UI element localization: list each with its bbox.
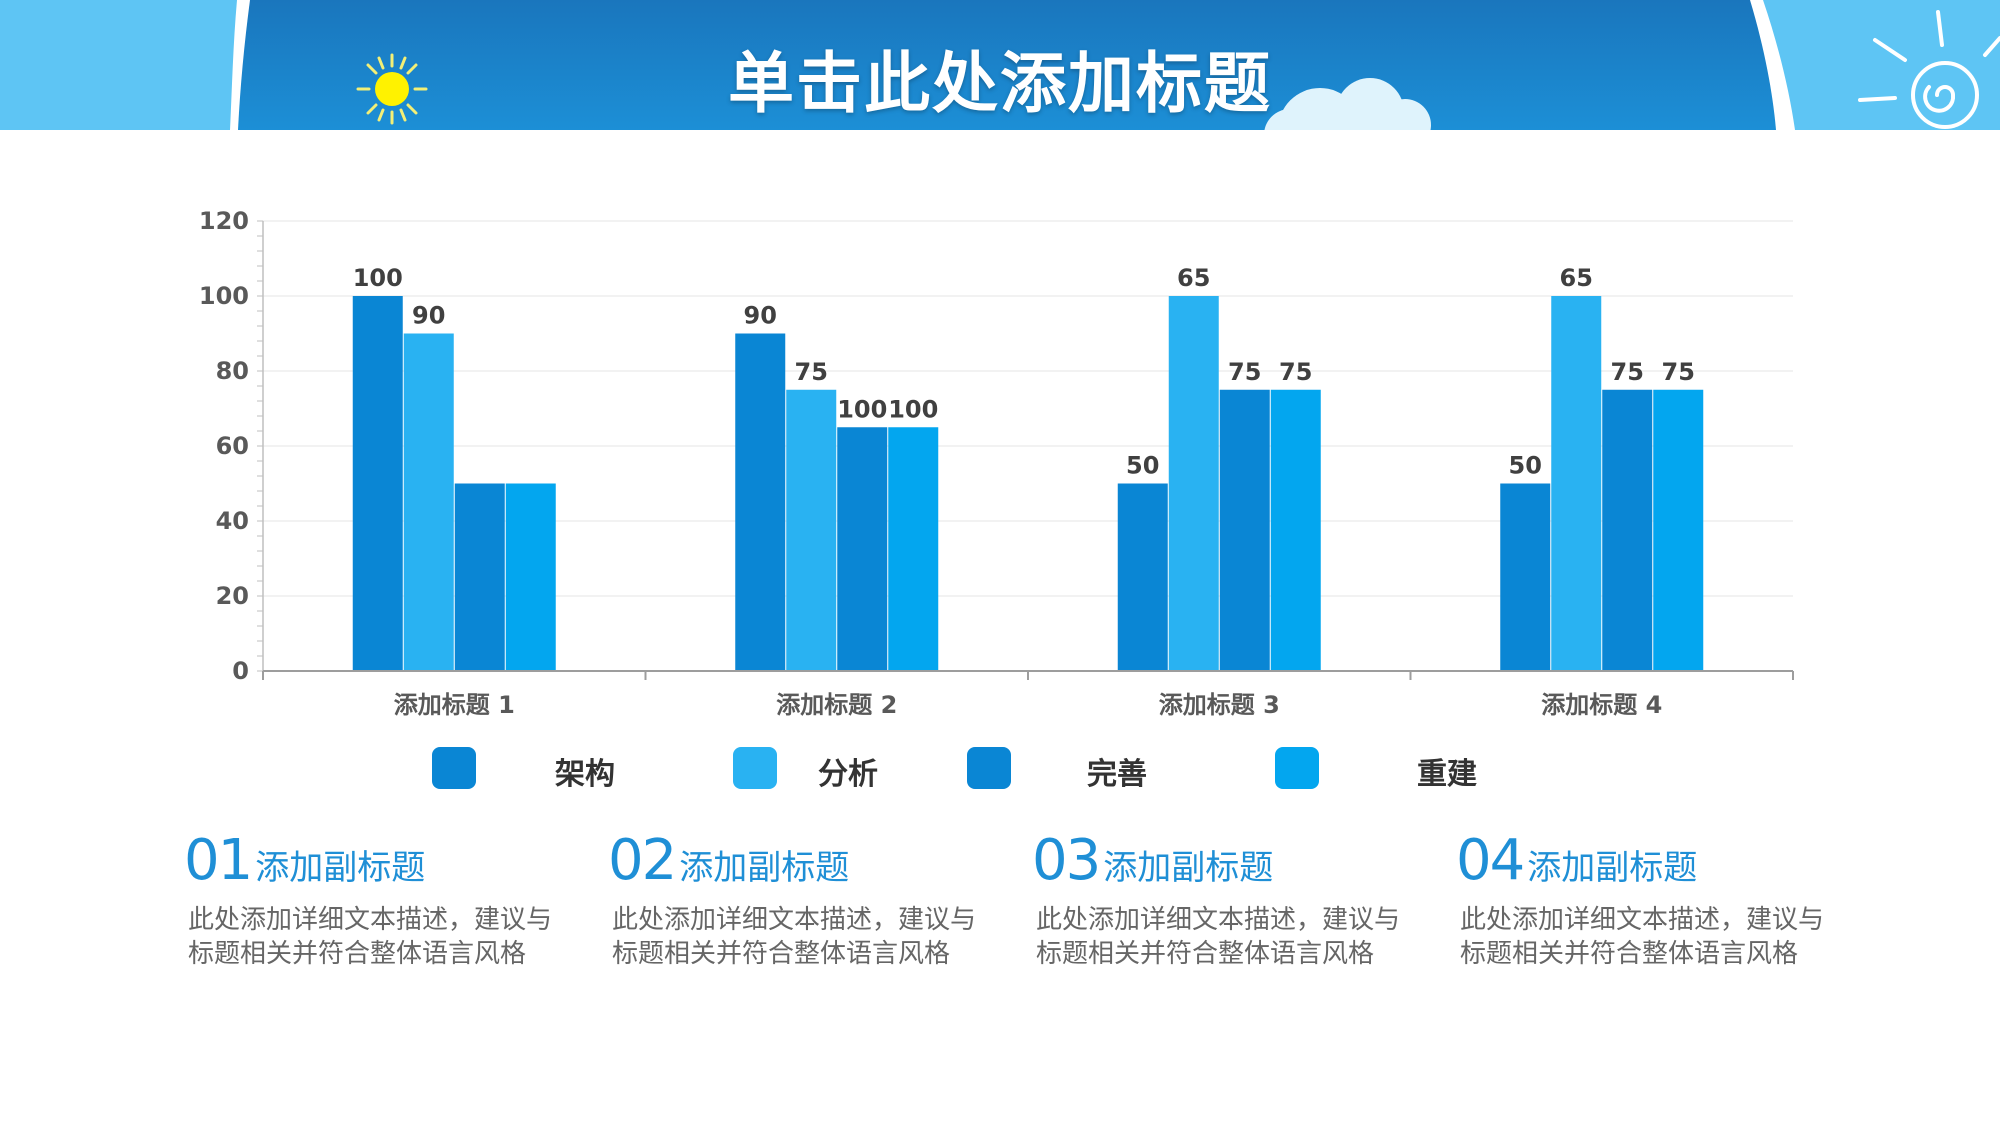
- section-subtitle[interactable]: 添加副标题: [1103, 848, 1274, 888]
- x-tick-label: 添加标题 3: [1159, 691, 1280, 719]
- section-number: 02: [608, 828, 677, 893]
- bar: [1270, 389, 1321, 671]
- bar: [403, 333, 454, 671]
- data-label: 75: [1611, 358, 1644, 386]
- bar: [1551, 296, 1602, 671]
- bar: [1117, 483, 1168, 671]
- section-subtitle[interactable]: 添加副标题: [1527, 848, 1698, 888]
- x-tick-label: 添加标题 1: [394, 691, 515, 719]
- x-tick-label: 添加标题 4: [1541, 691, 1662, 719]
- chart-axes: 0 20 40 60 80 100 120 添加标题 1 添加标题 2 添加标题 3 添加标题 4: [199, 207, 1794, 719]
- y-tick-label: 80: [216, 357, 249, 385]
- section-number: 01: [184, 828, 253, 893]
- section-description-line-2: 标题相关并符合整体语言风格: [188, 939, 527, 969]
- legend-swatch-series-1: [432, 747, 476, 789]
- data-label: 65: [1177, 264, 1210, 292]
- section-2: 02 添加副标题 此处添加详细文本描述，建议与 标题相关并符合整体语言风格: [608, 828, 1008, 971]
- section-number: 04: [1456, 828, 1525, 893]
- bar: [1653, 389, 1704, 671]
- section-description-line-2: 标题相关并符合整体语言风格: [612, 939, 951, 969]
- section-heading: 04 添加副标题: [1456, 828, 1856, 893]
- data-label: 90: [744, 302, 777, 330]
- section-description-line-1: 此处添加详细文本描述，建议与: [188, 905, 553, 935]
- chart-legend: 架构 分析 完善 重建: [0, 745, 2000, 795]
- data-label: 65: [1560, 264, 1593, 292]
- y-tick-label: 100: [199, 282, 249, 310]
- bar: [505, 483, 556, 671]
- legend-label-series-3: 完善: [1087, 757, 1147, 792]
- bar: [1168, 296, 1219, 671]
- data-label: 75: [1279, 358, 1312, 386]
- section-description-line-1: 此处添加详细文本描述，建议与: [1036, 905, 1401, 935]
- section-heading: 01 添加副标题: [184, 828, 584, 893]
- data-label: 100: [353, 264, 403, 292]
- bar: [888, 427, 939, 671]
- y-tick-label: 40: [216, 507, 249, 535]
- section-description[interactable]: 此处添加详细文本描述，建议与 标题相关并符合整体语言风格: [188, 903, 578, 971]
- data-label: 100: [837, 395, 887, 423]
- bar: [454, 483, 505, 671]
- bar: [1602, 389, 1653, 671]
- section-description-line-2: 标题相关并符合整体语言风格: [1036, 939, 1375, 969]
- sun-icon: [356, 53, 428, 125]
- section-description[interactable]: 此处添加详细文本描述，建议与 标题相关并符合整体语言风格: [1460, 903, 1850, 971]
- bar: [352, 296, 403, 671]
- data-label: 75: [1662, 358, 1695, 386]
- legend-swatch-series-2: [733, 747, 777, 789]
- y-tick-label: 120: [199, 207, 249, 235]
- legend-label-series-4: 重建: [1417, 757, 1477, 792]
- section-description[interactable]: 此处添加详细文本描述，建议与 标题相关并符合整体语言风格: [1036, 903, 1426, 971]
- legend-label-series-1: 架构: [555, 757, 615, 792]
- y-tick-label: 60: [216, 432, 249, 460]
- data-label: 75: [1228, 358, 1261, 386]
- section-4: 04 添加副标题 此处添加详细文本描述，建议与 标题相关并符合整体语言风格: [1456, 828, 1856, 971]
- page-title[interactable]: 单击此处添加标题: [728, 45, 1272, 122]
- y-tick-label: 20: [216, 582, 249, 610]
- section-subtitle[interactable]: 添加副标题: [679, 848, 850, 888]
- section-description-line-2: 标题相关并符合整体语言风格: [1460, 939, 1799, 969]
- cloud-icon: [1264, 78, 1431, 130]
- bar: [1500, 483, 1551, 671]
- data-label: 100: [888, 395, 938, 423]
- section-heading: 02 添加副标题: [608, 828, 1008, 893]
- section-subtitle[interactable]: 添加副标题: [255, 848, 426, 888]
- section-1: 01 添加副标题 此处添加详细文本描述，建议与 标题相关并符合整体语言风格: [184, 828, 584, 971]
- header-banner: 单击此处添加标题: [0, 0, 2000, 130]
- y-tick-label: 0: [232, 657, 249, 685]
- bar: [735, 333, 786, 671]
- bar: [837, 427, 888, 671]
- section-3: 03 添加副标题 此处添加详细文本描述，建议与 标题相关并符合整体语言风格: [1032, 828, 1432, 971]
- data-label: 50: [1126, 452, 1159, 480]
- section-number: 03: [1032, 828, 1101, 893]
- bar: [786, 389, 837, 671]
- chart-bars: [352, 296, 1704, 671]
- legend-swatch-series-3: [967, 747, 1011, 789]
- x-tick-label: 添加标题 2: [776, 691, 897, 719]
- bar: [1219, 389, 1270, 671]
- section-heading: 03 添加副标题: [1032, 828, 1432, 893]
- spiral-sun-icon: [1858, 10, 2000, 129]
- section-description-line-1: 此处添加详细文本描述，建议与: [612, 905, 977, 935]
- legend-label-series-2: 分析: [818, 757, 878, 792]
- section-description-line-1: 此处添加详细文本描述，建议与: [1460, 905, 1825, 935]
- banner-art: [0, 0, 2000, 130]
- data-label: 90: [412, 302, 445, 330]
- data-label: 50: [1509, 452, 1542, 480]
- section-description[interactable]: 此处添加详细文本描述，建议与 标题相关并符合整体语言风格: [612, 903, 1002, 971]
- data-label: 75: [795, 358, 828, 386]
- legend-swatch-series-4: [1275, 747, 1319, 789]
